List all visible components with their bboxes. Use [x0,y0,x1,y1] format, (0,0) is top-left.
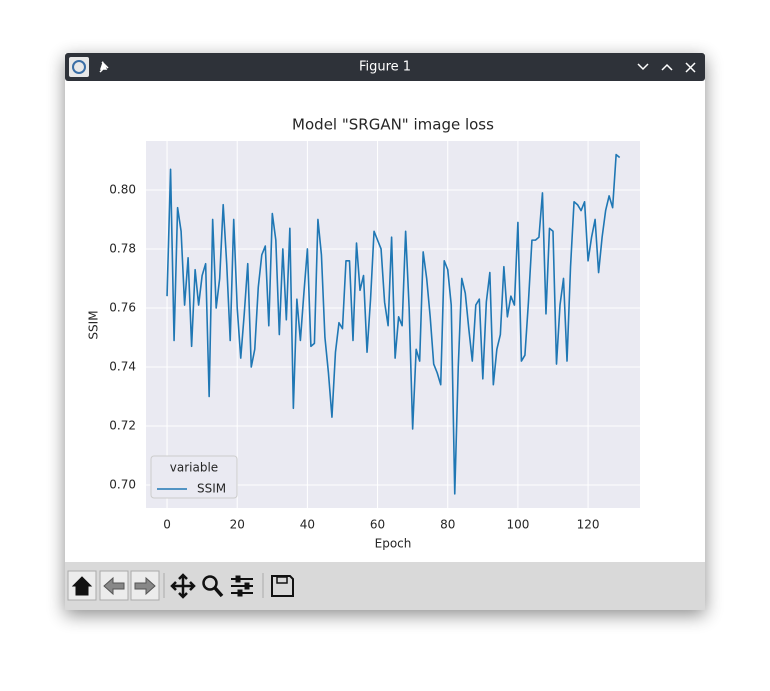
title-bar [65,53,705,81]
home-icon [71,576,93,596]
y-tick-label: 0.76 [109,300,136,314]
pan-icon [170,573,196,599]
y-tick-label: 0.70 [109,477,136,491]
close-button[interactable] [685,62,696,73]
x-tick-label: 100 [506,518,529,532]
forward-icon [134,576,156,596]
y-tick-label: 0.74 [109,359,136,373]
save-icon [271,575,294,597]
y-tick-label: 0.78 [109,241,136,255]
legend-label: SSIM [197,482,226,496]
toolbar [65,562,705,610]
legend-title: variable [170,461,218,475]
save-icon-label [276,576,288,584]
y-axis-label: SSIM [87,310,101,339]
slider-knob [235,575,241,583]
legend-box [150,455,238,499]
x-tick-label: 60 [370,518,385,532]
pin-button[interactable] [99,61,109,73]
x-tick-label: 0 [163,518,171,532]
data-line [166,153,621,495]
back-icon [103,576,125,596]
plot-area [146,141,640,508]
x-tick-label: 120 [577,518,600,532]
slider-knob [237,589,243,597]
minimize-button[interactable] [637,63,649,71]
app-icon [69,57,89,77]
maximize-button[interactable] [661,63,673,71]
y-tick-label: 0.80 [109,182,136,196]
window-title: Figure 1 [359,60,411,75]
chart: Model "SRGAN" image loss Epoch SSIM 0.70… [87,116,640,551]
y-tick-label: 0.72 [109,418,136,432]
x-axis-label: Epoch [375,537,412,551]
toolbar-buttons [67,570,294,601]
x-tick-label: 20 [230,518,245,532]
zoom-icon-handle [213,586,224,598]
x-tick-label: 40 [300,518,315,532]
app-icon-glyph [72,60,86,74]
chart-title: Model "SRGAN" image loss [292,116,494,134]
x-tick-label: 80 [440,518,455,532]
slider-knob [244,582,250,590]
zoom-icon [202,575,218,591]
